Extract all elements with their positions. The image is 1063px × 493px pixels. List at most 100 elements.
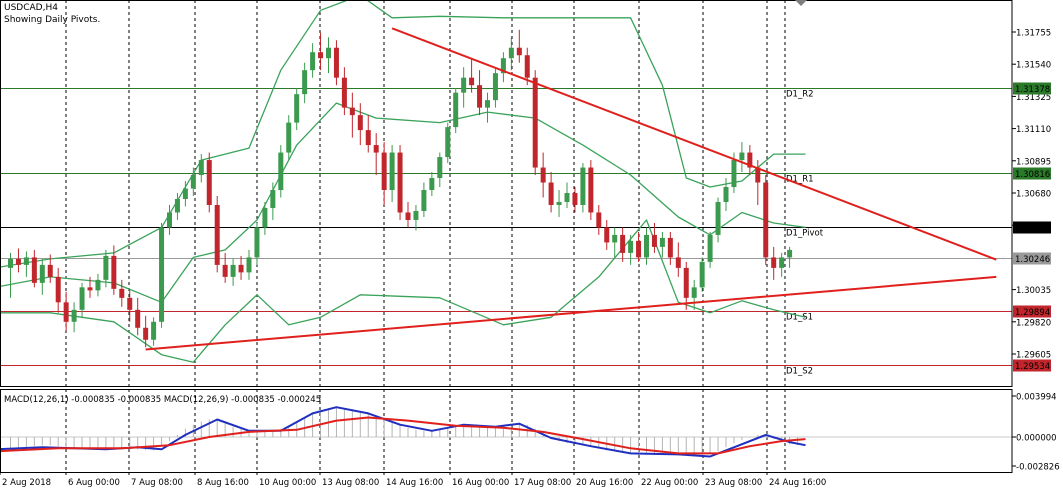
- candle-body: [286, 122, 292, 153]
- candle-body: [508, 47, 514, 59]
- price-tag-text: 1.30456: [1015, 224, 1050, 234]
- price-tag-text: 1.29894: [1015, 308, 1050, 318]
- candle-body: [349, 107, 355, 116]
- candle-body: [71, 309, 77, 322]
- candle-body: [310, 52, 316, 71]
- pivot-lines: D1_R2 D1_R1 D1_Pivot D1_S1 D1_S2: [0, 88, 1012, 377]
- macd-panel-frame: [0, 389, 1013, 473]
- bollinger-bands: [0, 0, 806, 363]
- candle-body: [492, 73, 498, 101]
- trendlines[interactable]: [145, 27, 997, 351]
- pivot-label: D1_R2: [786, 90, 814, 100]
- candle-body: [238, 264, 244, 273]
- time-label: 2 Aug 2018: [2, 478, 51, 488]
- time-label: 20 Aug 16:00: [576, 478, 633, 488]
- time-label: 7 Aug 08:00: [131, 478, 183, 488]
- candle-body: [95, 279, 101, 291]
- candle-body: [326, 47, 331, 59]
- macd-tick-label: 0.000000: [1016, 434, 1057, 444]
- candle-body: [381, 152, 387, 191]
- candle-body: [182, 188, 188, 199]
- candle-body: [174, 198, 180, 213]
- time-label: 23 Aug 08:00: [705, 478, 762, 488]
- candle-body: [596, 212, 602, 228]
- candle-body: [397, 152, 403, 213]
- candle-body: [707, 234, 713, 262]
- time-label: 6 Aug 00:00: [68, 478, 120, 488]
- candle-body: [55, 276, 61, 303]
- candle-body: [723, 187, 729, 202]
- price-tick-label: 1.30895: [1016, 157, 1051, 167]
- candle-body: [556, 201, 562, 205]
- candle-body: [683, 267, 689, 298]
- candle-body: [190, 175, 196, 189]
- candle-body: [548, 182, 554, 205]
- time-label: 10 Aug 00:00: [259, 478, 316, 488]
- time-label: 24 Aug 16:00: [769, 478, 826, 488]
- candle-body: [437, 157, 443, 179]
- candle-body: [763, 182, 769, 258]
- candle-body: [15, 258, 21, 265]
- candle-body: [612, 234, 618, 243]
- candle-body: [699, 261, 705, 288]
- candle-body: [572, 193, 578, 205]
- candle-body: [167, 212, 172, 228]
- candle-body: [222, 264, 228, 277]
- candle-body: [159, 227, 165, 322]
- candle-body: [429, 178, 435, 191]
- pivot-tags: 1.31378 1.30816 1.30456 1.30246 1.29894 1.295…: [1013, 82, 1051, 372]
- candle-body: [739, 152, 745, 161]
- candle-body: [318, 52, 324, 59]
- time-label: 17 Aug 08:00: [514, 478, 571, 488]
- candle-body: [659, 237, 665, 247]
- candle-body: [405, 212, 411, 220]
- price-tag-text: 1.31378: [1015, 85, 1050, 95]
- symbol-label: USDCAD,H4: [4, 3, 58, 13]
- candle-body: [651, 234, 657, 247]
- price-tick-label: 1.31110: [1016, 125, 1051, 135]
- time-label: 8 Aug 16:00: [197, 478, 249, 488]
- candle-body: [206, 160, 212, 205]
- candle-body: [270, 190, 276, 208]
- bollinger-middle: [0, 102, 806, 303]
- candle-body: [103, 255, 109, 280]
- price-tag-text: 1.30246: [1015, 255, 1050, 265]
- candle-body: [47, 264, 53, 277]
- candle-body: [675, 257, 681, 268]
- candle-body: [294, 94, 300, 123]
- candle-body: [230, 264, 236, 277]
- price-tag: [1013, 221, 1051, 234]
- candle-body: [31, 257, 37, 283]
- macd-signal-line: [0, 416, 806, 455]
- time-label: 14 Aug 16:00: [386, 478, 443, 488]
- candle-body: [63, 302, 69, 322]
- candle-body: [469, 77, 475, 86]
- pivots-label: Showing Daily Pivots.: [4, 15, 100, 25]
- macd-panel: [0, 406, 1012, 458]
- candle-body: [755, 167, 761, 183]
- price-tag: [1013, 305, 1051, 318]
- candle-body: [357, 115, 363, 131]
- candle-body: [341, 77, 347, 108]
- candle-body: [532, 77, 538, 168]
- candle-body: [771, 257, 777, 268]
- candle-body: [79, 287, 85, 310]
- candle-body: [485, 100, 490, 108]
- candle-body: [389, 152, 395, 191]
- trendline-upper[interactable]: [391, 27, 997, 261]
- price-tick-label: 1.30680: [1016, 190, 1051, 200]
- chart-shift-marker-icon[interactable]: [795, 0, 807, 6]
- macd-tick-label: 0.003994: [1016, 393, 1057, 403]
- candle-body: [254, 227, 260, 258]
- candle-body: [143, 327, 149, 340]
- trendline-lower[interactable]: [145, 275, 997, 351]
- candle-body: [644, 234, 649, 258]
- time-label: 22 Aug 00:00: [641, 478, 698, 488]
- price-tag: [1013, 167, 1051, 180]
- candle-body: [524, 55, 530, 78]
- candle-body: [413, 210, 419, 220]
- candle-body: [500, 58, 506, 74]
- candle-body: [23, 257, 29, 265]
- candle-body: [628, 240, 634, 253]
